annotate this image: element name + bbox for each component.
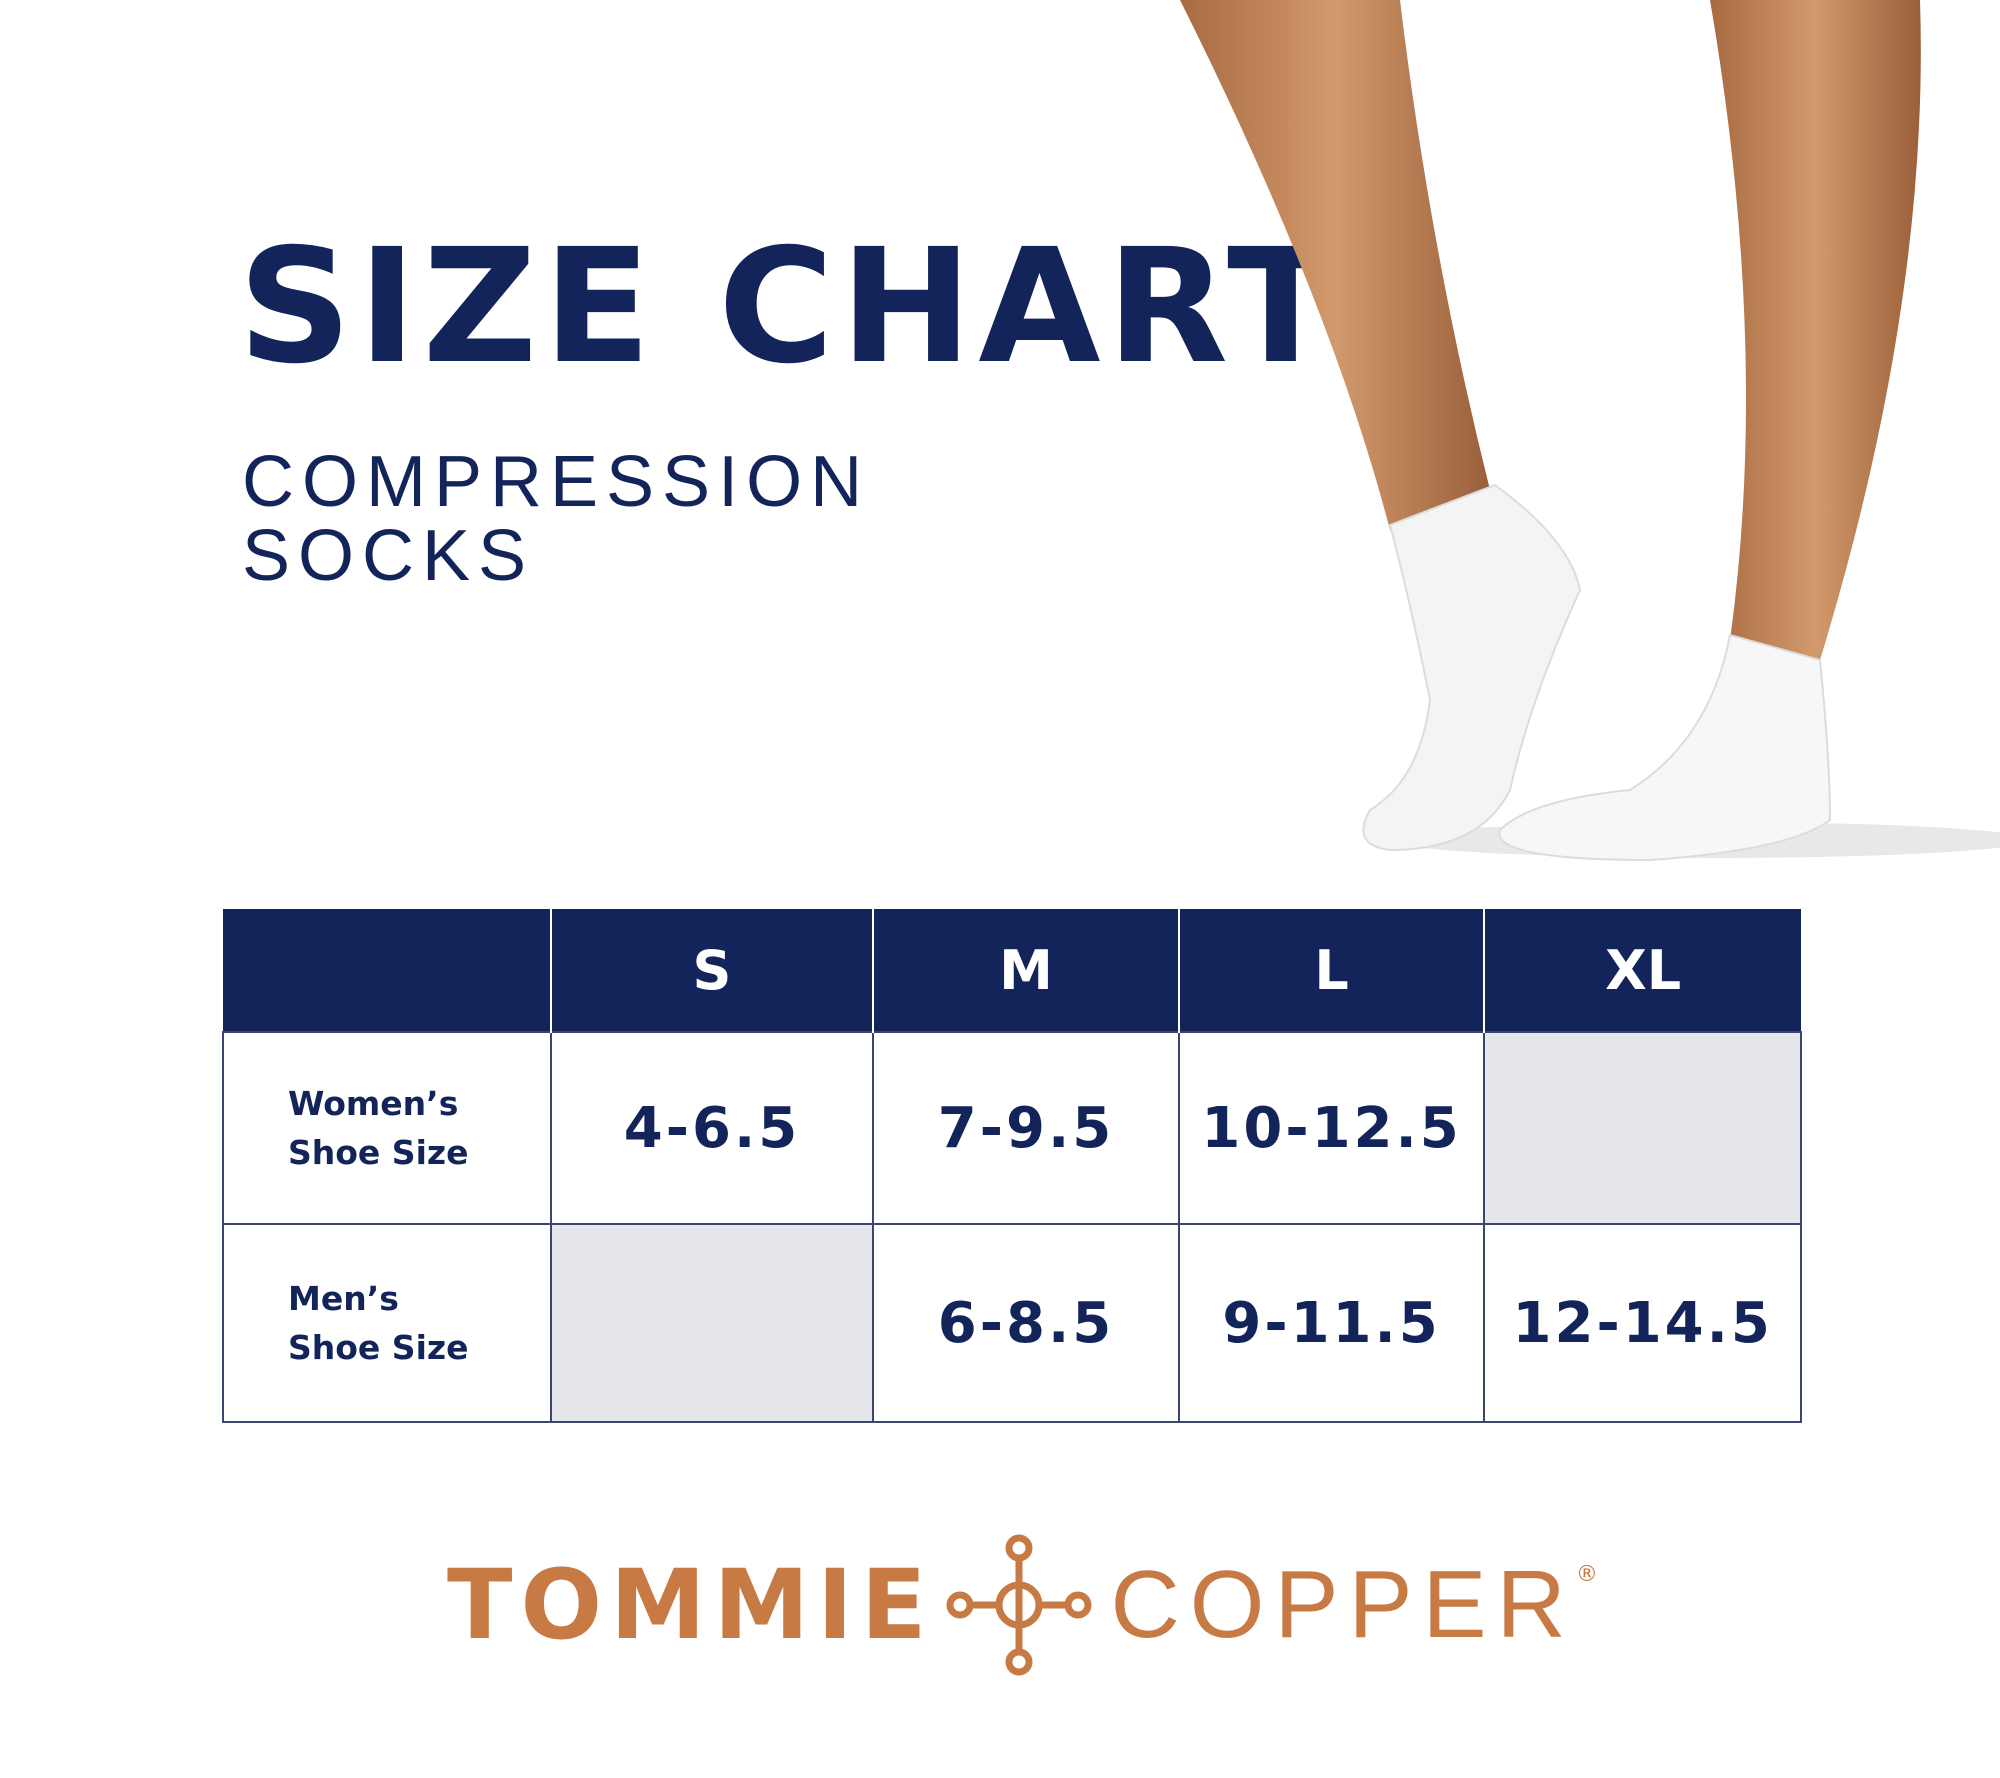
subtitle-line1: COMPRESSION	[242, 442, 871, 522]
row-label: Women’s Shoe Size	[222, 1031, 552, 1225]
size-chart-table: S M L XL Women’s Shoe Size 4-6.5 7-9.5 10…	[222, 909, 1802, 1423]
subtitle-line2: SOCKS	[242, 516, 535, 596]
table-row-womens: Women’s Shoe Size 4-6.5 7-9.5 10-12.5	[222, 1031, 1802, 1225]
left-leg	[1180, 0, 1490, 530]
cell-l: 9-11.5	[1177, 1223, 1486, 1423]
cell-m: 7-9.5	[872, 1031, 1180, 1225]
row-label-line1: Men’s	[288, 1278, 399, 1318]
table-row-mens: Men’s Shoe Size 6-8.5 9-11.5 12-14.5	[222, 1223, 1802, 1423]
cell-xl: 12-14.5	[1483, 1223, 1802, 1423]
header-m: M	[872, 909, 1179, 1032]
molecule-icon	[946, 1534, 1092, 1676]
cell-m: 6-8.5	[872, 1223, 1180, 1423]
row-label: Men’s Shoe Size	[222, 1223, 552, 1423]
legs-socks-photo	[1180, 0, 2000, 862]
brand-name-part1: TOMMIE	[447, 1549, 935, 1661]
header-l: L	[1177, 909, 1485, 1032]
right-sock	[1498, 633, 1832, 862]
cell-s: 4-6.5	[549, 1031, 875, 1225]
brand-name-part2: COPPER	[1110, 1551, 1576, 1658]
row-label-line2: Shoe Size	[288, 1328, 469, 1367]
row-label-line1: Women’s	[288, 1083, 459, 1123]
registered-mark: ®	[1575, 1562, 1598, 1587]
brand-logo: TOMMIE COPPER ®	[447, 1530, 1598, 1680]
cell-xl-empty	[1483, 1031, 1802, 1225]
header-s: S	[549, 909, 874, 1032]
cell-s-empty	[549, 1223, 875, 1423]
right-leg	[1710, 0, 1921, 660]
header-xl: XL	[1483, 909, 1801, 1032]
cell-l: 10-12.5	[1177, 1031, 1486, 1225]
header-blank	[223, 909, 551, 1032]
page-title: SIZE CHART	[238, 215, 1341, 399]
table-header-row: S M L XL	[223, 909, 1801, 1032]
left-sock	[1362, 483, 1582, 852]
row-label-line2: Shoe Size	[288, 1133, 469, 1172]
